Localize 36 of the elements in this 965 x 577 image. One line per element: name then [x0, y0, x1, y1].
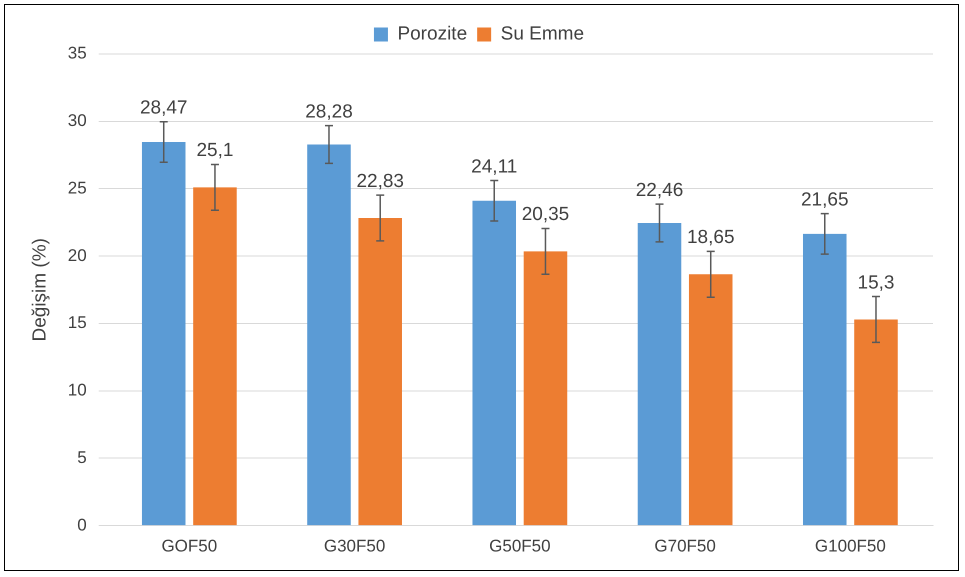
y-tick-label: 0 — [77, 515, 87, 534]
bar — [524, 251, 568, 526]
data-label: 20,35 — [522, 204, 570, 226]
bar — [307, 144, 351, 526]
y-axis-title: Değişim (%) — [30, 238, 51, 342]
y-tick-label: 20 — [68, 246, 87, 265]
legend-label: Su Emme — [500, 24, 584, 45]
y-tick-label: 30 — [68, 111, 87, 130]
bar — [802, 234, 847, 526]
x-tick-label: G100F50 — [814, 536, 886, 556]
data-label: 21,65 — [800, 189, 849, 210]
bar — [854, 319, 898, 526]
data-label: 28,47 — [140, 98, 188, 119]
bar — [193, 187, 237, 526]
y-tick-label: 25 — [68, 178, 87, 198]
y-tick-label: 10 — [68, 380, 87, 400]
bar — [688, 274, 732, 526]
bar — [142, 142, 186, 526]
y-tick-label: 5 — [77, 448, 87, 467]
bar — [472, 200, 516, 526]
bar — [358, 218, 402, 526]
data-label: 22,46 — [636, 180, 684, 201]
data-label: 24,11 — [471, 156, 518, 178]
x-tick-label: G70F50 — [654, 536, 716, 556]
data-label: 22,83 — [356, 170, 404, 192]
data-label: 28,28 — [305, 101, 353, 122]
y-tick-label: 15 — [68, 313, 87, 332]
x-tick-label: G50F50 — [489, 536, 551, 556]
x-tick-label: G30F50 — [324, 536, 386, 556]
data-label: 18,65 — [686, 227, 734, 248]
data-label: 25,1 — [196, 140, 234, 162]
legend-label: Porozite — [397, 24, 468, 45]
data-label: 15,3 — [857, 272, 894, 294]
x-tick-label: GOF50 — [161, 536, 218, 556]
y-tick-label: 35 — [68, 44, 87, 63]
bar — [638, 222, 682, 526]
